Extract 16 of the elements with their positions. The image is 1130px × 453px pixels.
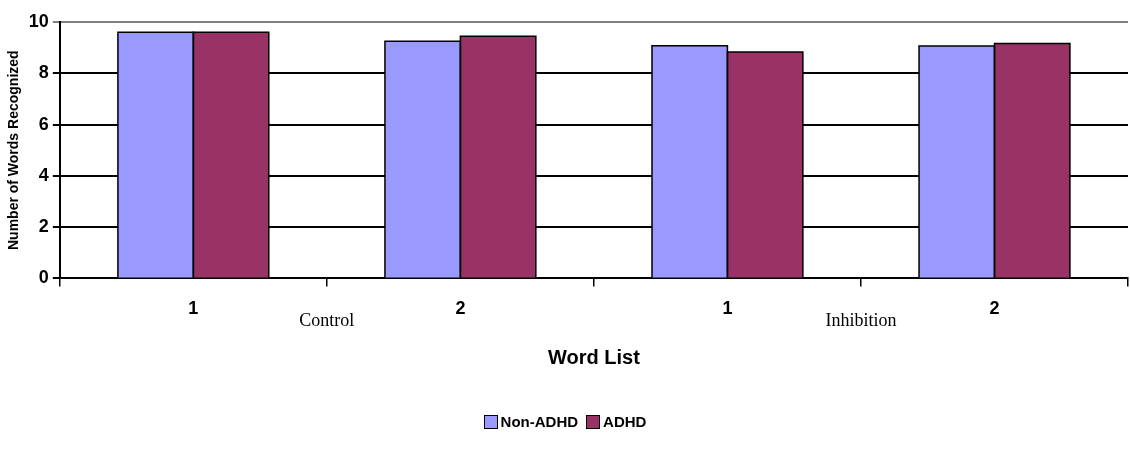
legend-label: ADHD bbox=[603, 413, 647, 430]
y-tick-label: 4 bbox=[38, 164, 49, 185]
y-tick-label: 2 bbox=[38, 216, 49, 237]
y-axis-title: Number of Words Recognized bbox=[5, 50, 22, 251]
x-tick-label: 1 bbox=[722, 298, 733, 319]
x-axis-title: Word List bbox=[547, 345, 641, 368]
legend-label: Non-ADHD bbox=[500, 413, 579, 430]
y-tick-label: 10 bbox=[28, 10, 49, 31]
y-tick-label: 0 bbox=[38, 267, 49, 288]
x-tick-label: 2 bbox=[455, 298, 466, 319]
x-tick-label: 2 bbox=[989, 298, 1000, 319]
x-tick-label: 1 bbox=[188, 298, 199, 319]
y-tick-label: 6 bbox=[38, 113, 49, 134]
y-tick-label: 8 bbox=[38, 62, 49, 83]
text: Control bbox=[299, 310, 355, 331]
text: Inhibition bbox=[825, 310, 897, 331]
